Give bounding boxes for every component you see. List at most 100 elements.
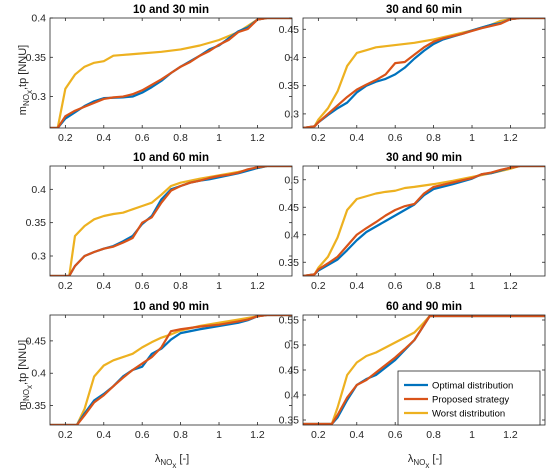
chart-panel-2: 30 and 60 min 0.2 0.4 0.6 0.8 1 1.2 0.3 0.35 0.4 0… xyxy=(279,4,546,144)
x-tick-label: 0.6 xyxy=(388,132,403,144)
x-tick-label: 0.6 xyxy=(135,280,150,292)
series-group xyxy=(303,166,545,276)
plot-area xyxy=(303,18,545,128)
y-tick-label: 0.45 xyxy=(279,24,300,36)
x-tick-label: 1 xyxy=(216,429,222,441)
xlabel-left: λNOx [-] xyxy=(155,453,189,470)
chart-panel-3: 10 and 60 min 0.2 0.4 0.6 0.8 1 1.2 0.3 0.35 0.4 xyxy=(26,152,293,292)
series-group xyxy=(50,166,292,276)
x-tick-label: 0.8 xyxy=(173,132,188,144)
y-tick-label: 0.45 xyxy=(279,365,300,377)
series-line-proposed xyxy=(303,315,545,425)
axes-box xyxy=(49,17,293,129)
x-tick-label: 0.6 xyxy=(135,429,150,441)
series-line-proposed xyxy=(303,18,545,128)
x-tick-label: 0.2 xyxy=(311,429,326,441)
series-line-proposed xyxy=(50,166,292,276)
y-tick-label: 0.35 xyxy=(279,415,300,427)
y-tick-label: 0.3 xyxy=(31,91,46,103)
y-tick-label: 0.35 xyxy=(26,217,47,229)
y-tick-label: 0.45 xyxy=(26,335,47,347)
x-tick-label: 0.4 xyxy=(96,280,111,292)
x-tick-label: 0.2 xyxy=(58,429,73,441)
panel-title: 30 and 90 min xyxy=(386,152,462,164)
chart-panel-4: 30 and 90 min 0.2 0.4 0.6 0.8 1 1.2 0.35 0.4 0.45… xyxy=(279,152,546,292)
x-tick-label: 0.4 xyxy=(96,429,111,441)
y-tick-label: 0.45 xyxy=(279,202,300,214)
y-tick-label: 0.3 xyxy=(31,251,46,263)
x-tick-label: 0.6 xyxy=(388,429,403,441)
y-tick-label: 0.35 xyxy=(279,80,300,92)
y-tick-label: 0.4 xyxy=(31,368,46,380)
y-tick-label: 0.3 xyxy=(284,108,299,120)
x-tick-label: 0.8 xyxy=(426,429,441,441)
series-group xyxy=(50,315,292,425)
y-tick-label: 0.4 xyxy=(284,229,299,241)
chart-panel-5: 10 and 90 min 0.2 0.4 0.6 0.8 1 1.2 0.35 0.4 0.45 xyxy=(26,301,293,441)
legend-label-optimal: Optimal distribution xyxy=(432,381,513,392)
series-group xyxy=(303,18,545,128)
x-tick-label: 0.8 xyxy=(426,132,441,144)
axes-box xyxy=(302,165,546,277)
x-tick-label: 1.2 xyxy=(250,280,265,292)
x-tick-label: 0.4 xyxy=(349,429,364,441)
series-line-worst xyxy=(50,315,292,425)
x-tick-label: 1 xyxy=(216,280,222,292)
legend-label-worst: Worst distribution xyxy=(432,409,505,420)
x-tick-label: 0.4 xyxy=(96,132,111,144)
ylabel-row3: mNOx,tp [NNU] xyxy=(17,340,34,410)
axes-box xyxy=(302,17,546,129)
y-tick-label: 0.35 xyxy=(26,400,47,412)
x-tick-label: 0.2 xyxy=(58,132,73,144)
series-group xyxy=(50,18,292,128)
x-tick-label: 1 xyxy=(469,132,475,144)
legend-label-proposed: Proposed strategy xyxy=(432,395,509,406)
series-line-worst xyxy=(303,315,545,425)
chart-panel-1: 10 and 30 min 0.2 0.4 0.6 0.8 1 1.2 0.3 0.35 0.4 xyxy=(26,4,293,144)
x-tick-label: 1.2 xyxy=(250,132,265,144)
x-tick-label: 1 xyxy=(469,429,475,441)
panel-title: 10 and 60 min xyxy=(133,152,209,164)
x-tick-label: 0.4 xyxy=(349,280,364,292)
x-tick-label: 0.8 xyxy=(173,280,188,292)
series-line-proposed xyxy=(303,166,545,276)
x-tick-label: 0.8 xyxy=(173,429,188,441)
series-line-proposed xyxy=(50,315,292,425)
series-line-proposed xyxy=(50,18,292,128)
panel-title: 60 and 90 min xyxy=(386,301,462,313)
panel-title: 30 and 60 min xyxy=(386,4,462,16)
plot-area xyxy=(303,166,545,276)
panel-title: 10 and 30 min xyxy=(133,4,209,16)
axes-box xyxy=(49,165,293,277)
plot-area xyxy=(50,166,292,276)
xlabel-right: λNOx [-] xyxy=(408,453,442,470)
y-tick-label: 0.4 xyxy=(284,52,299,64)
ylabel-row1: mNOx,tp [NNU] xyxy=(17,45,34,115)
y-tick-label: 0.55 xyxy=(279,315,300,327)
x-tick-label: 1.2 xyxy=(250,429,265,441)
x-tick-label: 0.6 xyxy=(135,132,150,144)
x-tick-label: 0.4 xyxy=(349,132,364,144)
axes-box xyxy=(49,314,293,426)
y-tick-label: 0.4 xyxy=(284,390,299,402)
x-tick-label: 0.2 xyxy=(58,280,73,292)
legend: Optimal distribution Proposed strategy W… xyxy=(397,370,541,426)
series-line-worst xyxy=(303,18,545,128)
y-tick-label: 0.5 xyxy=(284,174,299,186)
x-tick-label: 0.8 xyxy=(426,280,441,292)
y-tick-label: 0.4 xyxy=(31,13,46,25)
svg-text:mNOx,tp [NNU]: mNOx,tp [NNU] xyxy=(17,340,34,410)
svg-text:mNOx,tp [NNU]: mNOx,tp [NNU] xyxy=(17,45,34,115)
y-tick-label: 0.5 xyxy=(284,340,299,352)
x-tick-label: 1.2 xyxy=(503,429,518,441)
y-tick-label: 0.4 xyxy=(31,184,46,196)
x-tick-label: 1 xyxy=(216,132,222,144)
series-group xyxy=(303,315,545,425)
x-tick-label: 0.2 xyxy=(311,132,326,144)
y-tick-label: 0.35 xyxy=(26,52,47,64)
y-tick-label: 0.35 xyxy=(279,257,300,269)
x-tick-label: 1.2 xyxy=(503,280,518,292)
panel-title: 10 and 90 min xyxy=(133,301,209,313)
x-tick-label: 1.2 xyxy=(503,132,518,144)
